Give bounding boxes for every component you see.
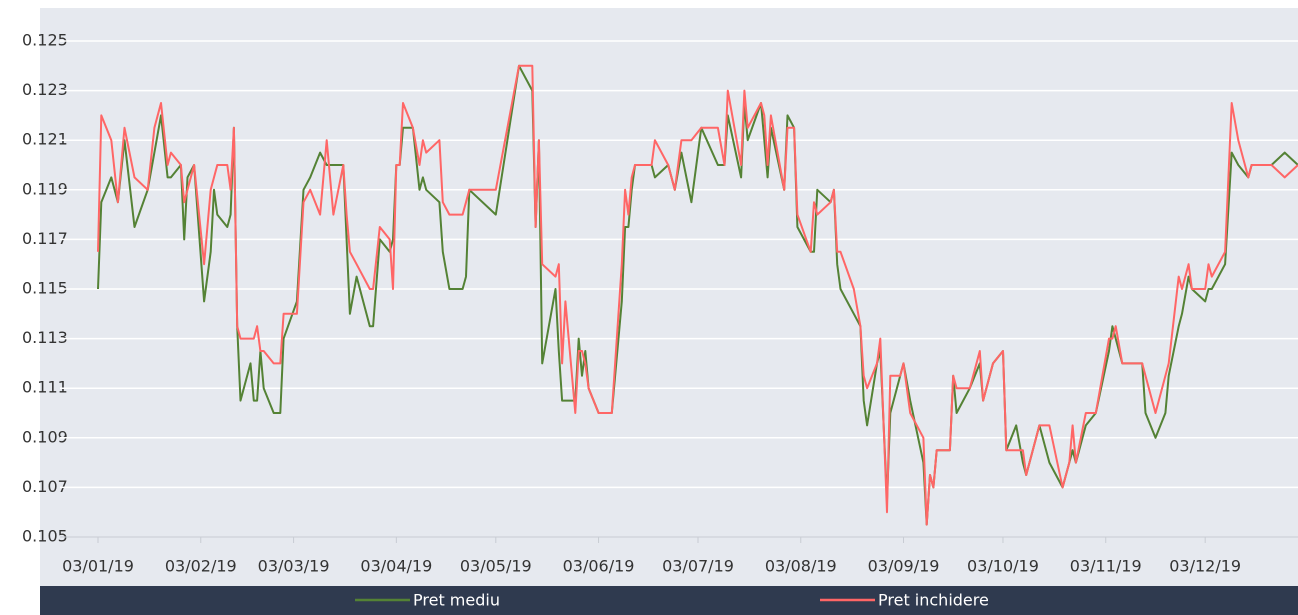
y-tick-label: 0.115	[22, 279, 68, 298]
plot-background	[40, 8, 1298, 615]
x-tick-label: 03/10/19	[967, 557, 1039, 576]
y-tick-label: 0.125	[22, 31, 68, 50]
x-tick-label: 03/01/19	[62, 557, 134, 576]
x-tick-label: 03/04/19	[360, 557, 432, 576]
x-tick-label: 03/11/19	[1070, 557, 1142, 576]
x-tick-label: 03/09/19	[868, 557, 940, 576]
x-tick-label: 03/08/19	[765, 557, 837, 576]
y-tick-label: 0.121	[22, 130, 68, 149]
y-tick-label: 0.119	[22, 179, 68, 198]
y-tick-label: 0.105	[22, 527, 68, 546]
x-tick-label: 03/05/19	[460, 557, 532, 576]
legend-background	[40, 586, 1298, 615]
y-tick-label: 0.107	[22, 477, 68, 496]
y-tick-label: 0.113	[22, 328, 68, 347]
y-tick-label: 0.123	[22, 80, 68, 99]
y-tick-label: 0.111	[22, 378, 68, 397]
x-tick-label: 03/12/19	[1169, 557, 1241, 576]
y-tick-label: 0.109	[22, 427, 68, 446]
legend-label: Pret inchidere	[878, 591, 989, 610]
y-tick-label: 0.117	[22, 229, 68, 248]
x-tick-label: 03/02/19	[165, 557, 237, 576]
legend-label: Pret mediu	[413, 591, 500, 610]
x-tick-label: 03/07/19	[662, 557, 734, 576]
x-tick-label: 03/03/19	[258, 557, 330, 576]
x-tick-label: 03/06/19	[563, 557, 635, 576]
series-line	[97, 64, 1298, 526]
